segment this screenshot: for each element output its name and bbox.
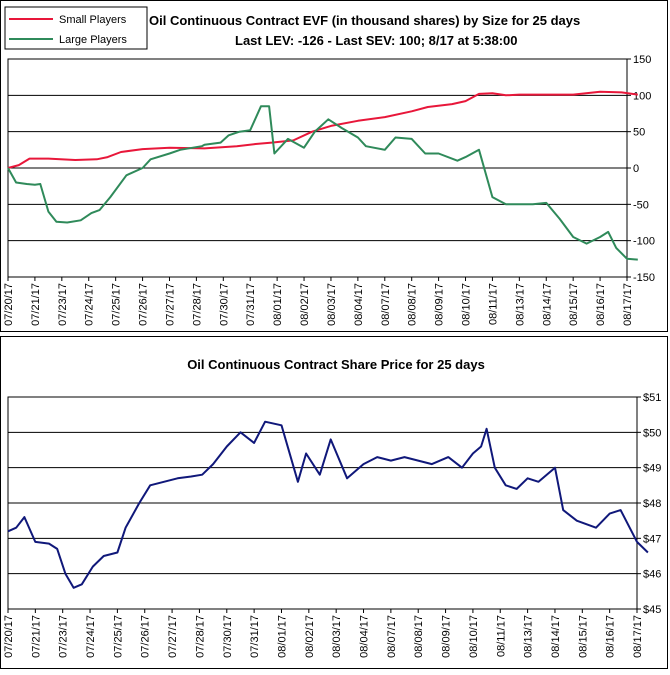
series-line-1 (7, 105, 638, 261)
evf-chart: Small Players Large Players Oil Continuo… (3, 6, 655, 326)
x-tick-label: 08/03/17 (326, 283, 338, 326)
series-line-0 (7, 90, 638, 169)
x-tick-label: 07/30/17 (222, 615, 234, 658)
x-tick-label: 07/28/17 (191, 283, 203, 326)
x-tick-label: 08/08/17 (407, 283, 419, 326)
x-tick-label: 07/24/17 (84, 283, 96, 326)
x-tick-label: 07/25/17 (112, 615, 124, 658)
x-tick-label: 07/28/17 (194, 615, 206, 658)
y-tick-label: 50 (633, 127, 645, 139)
legend-box (4, 6, 148, 50)
x-tick-label: 08/10/17 (461, 283, 473, 326)
y-tick-label: $49 (643, 463, 661, 475)
x-tick-label: 07/21/17 (30, 615, 42, 658)
x-tick-label: 08/11/17 (495, 615, 507, 657)
x-tick-label: 07/25/17 (111, 283, 123, 326)
x-tick-label: 08/15/17 (577, 615, 589, 658)
price-chart-panel: Oil Continuous Contract Share Price for … (0, 336, 668, 669)
x-tick-label: 08/02/17 (304, 615, 316, 658)
x-tick-label: 08/13/17 (523, 615, 535, 658)
legend-label-small: Small Players (59, 14, 127, 26)
x-tick-label: 08/15/17 (568, 283, 580, 326)
y-tick-label: $46 (643, 569, 661, 581)
price-chart: Oil Continuous Contract Share Price for … (3, 357, 661, 658)
chart-title: Oil Continuous Contract EVF (in thousand… (149, 13, 580, 28)
x-tick-label: 08/11/17 (487, 283, 499, 325)
x-tick-label: 07/24/17 (85, 615, 97, 658)
x-tick-label: 08/16/17 (605, 615, 617, 658)
x-tick-label: 08/14/17 (550, 615, 562, 658)
chart-title: Oil Continuous Contract Share Price for … (187, 357, 485, 372)
x-tick-label: 07/23/17 (57, 283, 69, 326)
x-tick-label: 07/30/17 (218, 283, 230, 326)
y-tick-label: 0 (633, 163, 639, 175)
x-tick-label: 07/26/17 (140, 615, 152, 658)
y-tick-label: $47 (643, 533, 661, 545)
chart-subtitle: Last LEV: -126 - Last SEV: 100; 8/17 at … (235, 33, 518, 48)
x-tick-label: 08/07/17 (380, 283, 392, 326)
x-tick-label: 08/04/17 (359, 615, 371, 658)
legend-label-large: Large Players (59, 34, 127, 46)
x-tick-label: 07/23/17 (58, 615, 70, 658)
legend: Small Players Large Players (4, 6, 148, 50)
y-tick-label: 100 (633, 90, 651, 102)
y-tick-label: -50 (633, 199, 649, 211)
x-tick-label: 08/09/17 (434, 283, 446, 326)
x-tick-label: 08/04/17 (353, 283, 365, 326)
y-tick-label: $50 (643, 427, 661, 439)
x-tick-label: 08/17/17 (632, 615, 644, 658)
evf-plot-area: 150 100 50 0 -50 -100 -150 07/20/17 07/21/17 07/2… (3, 54, 655, 326)
x-tick-label: 07/27/17 (164, 283, 176, 326)
y-tick-label: $51 (643, 392, 661, 404)
x-tick-label: 07/20/17 (3, 283, 15, 326)
x-tick-label: 08/14/17 (541, 283, 553, 326)
price-plot-area: $51 $50 $49 $48 $47 $46 $45 07/20/17 07/21/17 07/… (3, 392, 661, 658)
y-tick-label: -100 (633, 236, 655, 248)
x-tick-label: 08/17/17 (622, 283, 634, 326)
x-tick-label: 08/01/17 (276, 615, 288, 658)
x-tick-label: 08/07/17 (386, 615, 398, 658)
x-tick-label: 08/10/17 (468, 615, 480, 658)
y-tick-label: 150 (633, 54, 651, 66)
x-tick-label: 07/27/17 (167, 615, 179, 658)
x-tick-label: 08/09/17 (441, 615, 453, 658)
y-tick-label: $45 (643, 604, 661, 616)
x-tick-label: 08/03/17 (331, 615, 343, 658)
y-tick-label: -150 (633, 272, 655, 284)
x-tick-label: 07/31/17 (249, 615, 261, 658)
x-tick-label: 08/16/17 (595, 283, 607, 326)
x-tick-label: 07/26/17 (138, 283, 150, 326)
x-tick-label: 08/13/17 (514, 283, 526, 326)
x-tick-label: 08/08/17 (413, 615, 425, 658)
y-tick-label: $48 (643, 498, 661, 510)
evf-chart-panel: Small Players Large Players Oil Continuo… (0, 0, 668, 332)
x-tick-label: 08/02/17 (299, 283, 311, 326)
x-tick-label: 07/21/17 (30, 283, 42, 326)
x-tick-label: 08/01/17 (272, 283, 284, 326)
series-line-0 (7, 420, 649, 589)
x-tick-label: 07/20/17 (3, 615, 15, 658)
x-tick-label: 07/31/17 (245, 283, 257, 326)
